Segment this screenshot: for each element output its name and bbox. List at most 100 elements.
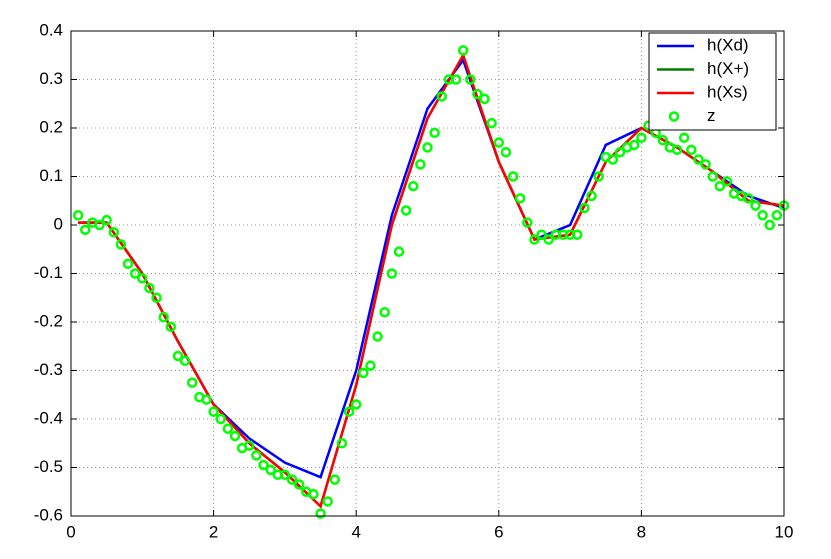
marker — [108, 227, 120, 238]
marker — [172, 350, 184, 362]
legend-label: h(Xs) — [707, 82, 748, 101]
marker — [201, 394, 212, 405]
marker — [714, 180, 726, 192]
marker — [144, 282, 155, 294]
marker — [386, 268, 398, 279]
marker — [586, 190, 597, 202]
marker — [407, 180, 419, 192]
x-tick-label: 0 — [66, 522, 75, 541]
marker — [771, 210, 783, 221]
marker — [629, 139, 640, 151]
marker — [671, 144, 683, 156]
marker — [101, 214, 112, 226]
marker — [472, 88, 483, 100]
y-tick-label: -0.4 — [34, 408, 63, 427]
marker — [486, 117, 497, 129]
marker — [80, 224, 91, 236]
marker — [436, 91, 448, 102]
marker — [479, 93, 490, 105]
y-tick-label: 0.2 — [39, 117, 63, 136]
marker — [222, 423, 234, 434]
marker — [400, 205, 412, 216]
marker — [743, 193, 754, 204]
marker — [322, 496, 333, 507]
y-tick-label: -0.2 — [34, 311, 63, 330]
marker — [571, 229, 583, 240]
marker — [343, 406, 355, 417]
marker — [350, 399, 362, 410]
legend-label: h(Xd) — [707, 35, 749, 54]
marker — [229, 430, 241, 442]
marker — [750, 200, 761, 211]
marker — [279, 469, 291, 481]
marker — [457, 45, 469, 56]
legend: h(Xd) h(X+) h(Xs) z — [648, 32, 777, 131]
marker — [529, 234, 540, 245]
marker — [365, 360, 376, 371]
marker — [251, 450, 262, 461]
marker — [593, 171, 604, 182]
marker — [186, 377, 198, 388]
x-tick-label: 10 — [775, 522, 794, 541]
marker — [415, 159, 426, 170]
marker — [122, 258, 134, 270]
marker — [129, 268, 141, 279]
y-tick-label: 0 — [54, 214, 63, 233]
marker — [607, 154, 619, 165]
x-tick-label: 6 — [494, 522, 503, 541]
x-tick-label: 8 — [637, 522, 646, 541]
marker — [450, 74, 462, 85]
marker — [215, 413, 226, 425]
marker — [579, 202, 590, 214]
marker — [678, 132, 690, 143]
marker — [151, 292, 162, 303]
y-tick-label: -0.5 — [34, 457, 63, 476]
marker — [507, 171, 519, 182]
x-tick-label: 2 — [209, 522, 218, 541]
marker — [636, 132, 647, 143]
x-tick-label: 4 — [351, 522, 360, 541]
y-tick-label: 0.4 — [39, 20, 63, 39]
y-tick-label: -0.1 — [34, 263, 63, 282]
marker — [764, 219, 775, 231]
marker — [614, 147, 626, 158]
marker — [94, 219, 105, 231]
marker — [543, 234, 554, 245]
legend-label: z — [707, 106, 716, 125]
marker — [137, 273, 148, 284]
marker — [158, 311, 169, 323]
marker — [265, 464, 276, 476]
marker — [293, 479, 305, 490]
marker — [493, 137, 505, 148]
marker — [686, 144, 697, 156]
marker — [693, 154, 704, 165]
legend-marker — [668, 111, 680, 122]
marker — [372, 331, 383, 342]
marker — [286, 474, 298, 485]
marker — [429, 127, 440, 139]
marker — [329, 474, 341, 485]
marker — [707, 171, 718, 182]
marker — [244, 440, 255, 451]
marker — [315, 508, 326, 519]
marker — [536, 229, 547, 240]
marker — [358, 367, 369, 379]
marker — [72, 210, 84, 221]
marker — [336, 438, 348, 449]
y-tick-label: 0.3 — [39, 69, 63, 88]
marker — [700, 159, 711, 170]
marker — [514, 193, 526, 204]
legend-label: h(X+) — [707, 59, 749, 78]
marker — [208, 406, 219, 417]
marker — [258, 459, 269, 471]
marker — [308, 488, 319, 500]
marker — [721, 176, 733, 187]
axes-box — [70, 30, 785, 517]
marker — [422, 142, 433, 153]
marker — [115, 239, 127, 250]
y-tick-label: -0.6 — [34, 505, 63, 524]
marker — [393, 246, 405, 257]
marker — [657, 134, 669, 146]
y-tick-label: -0.3 — [34, 360, 63, 379]
